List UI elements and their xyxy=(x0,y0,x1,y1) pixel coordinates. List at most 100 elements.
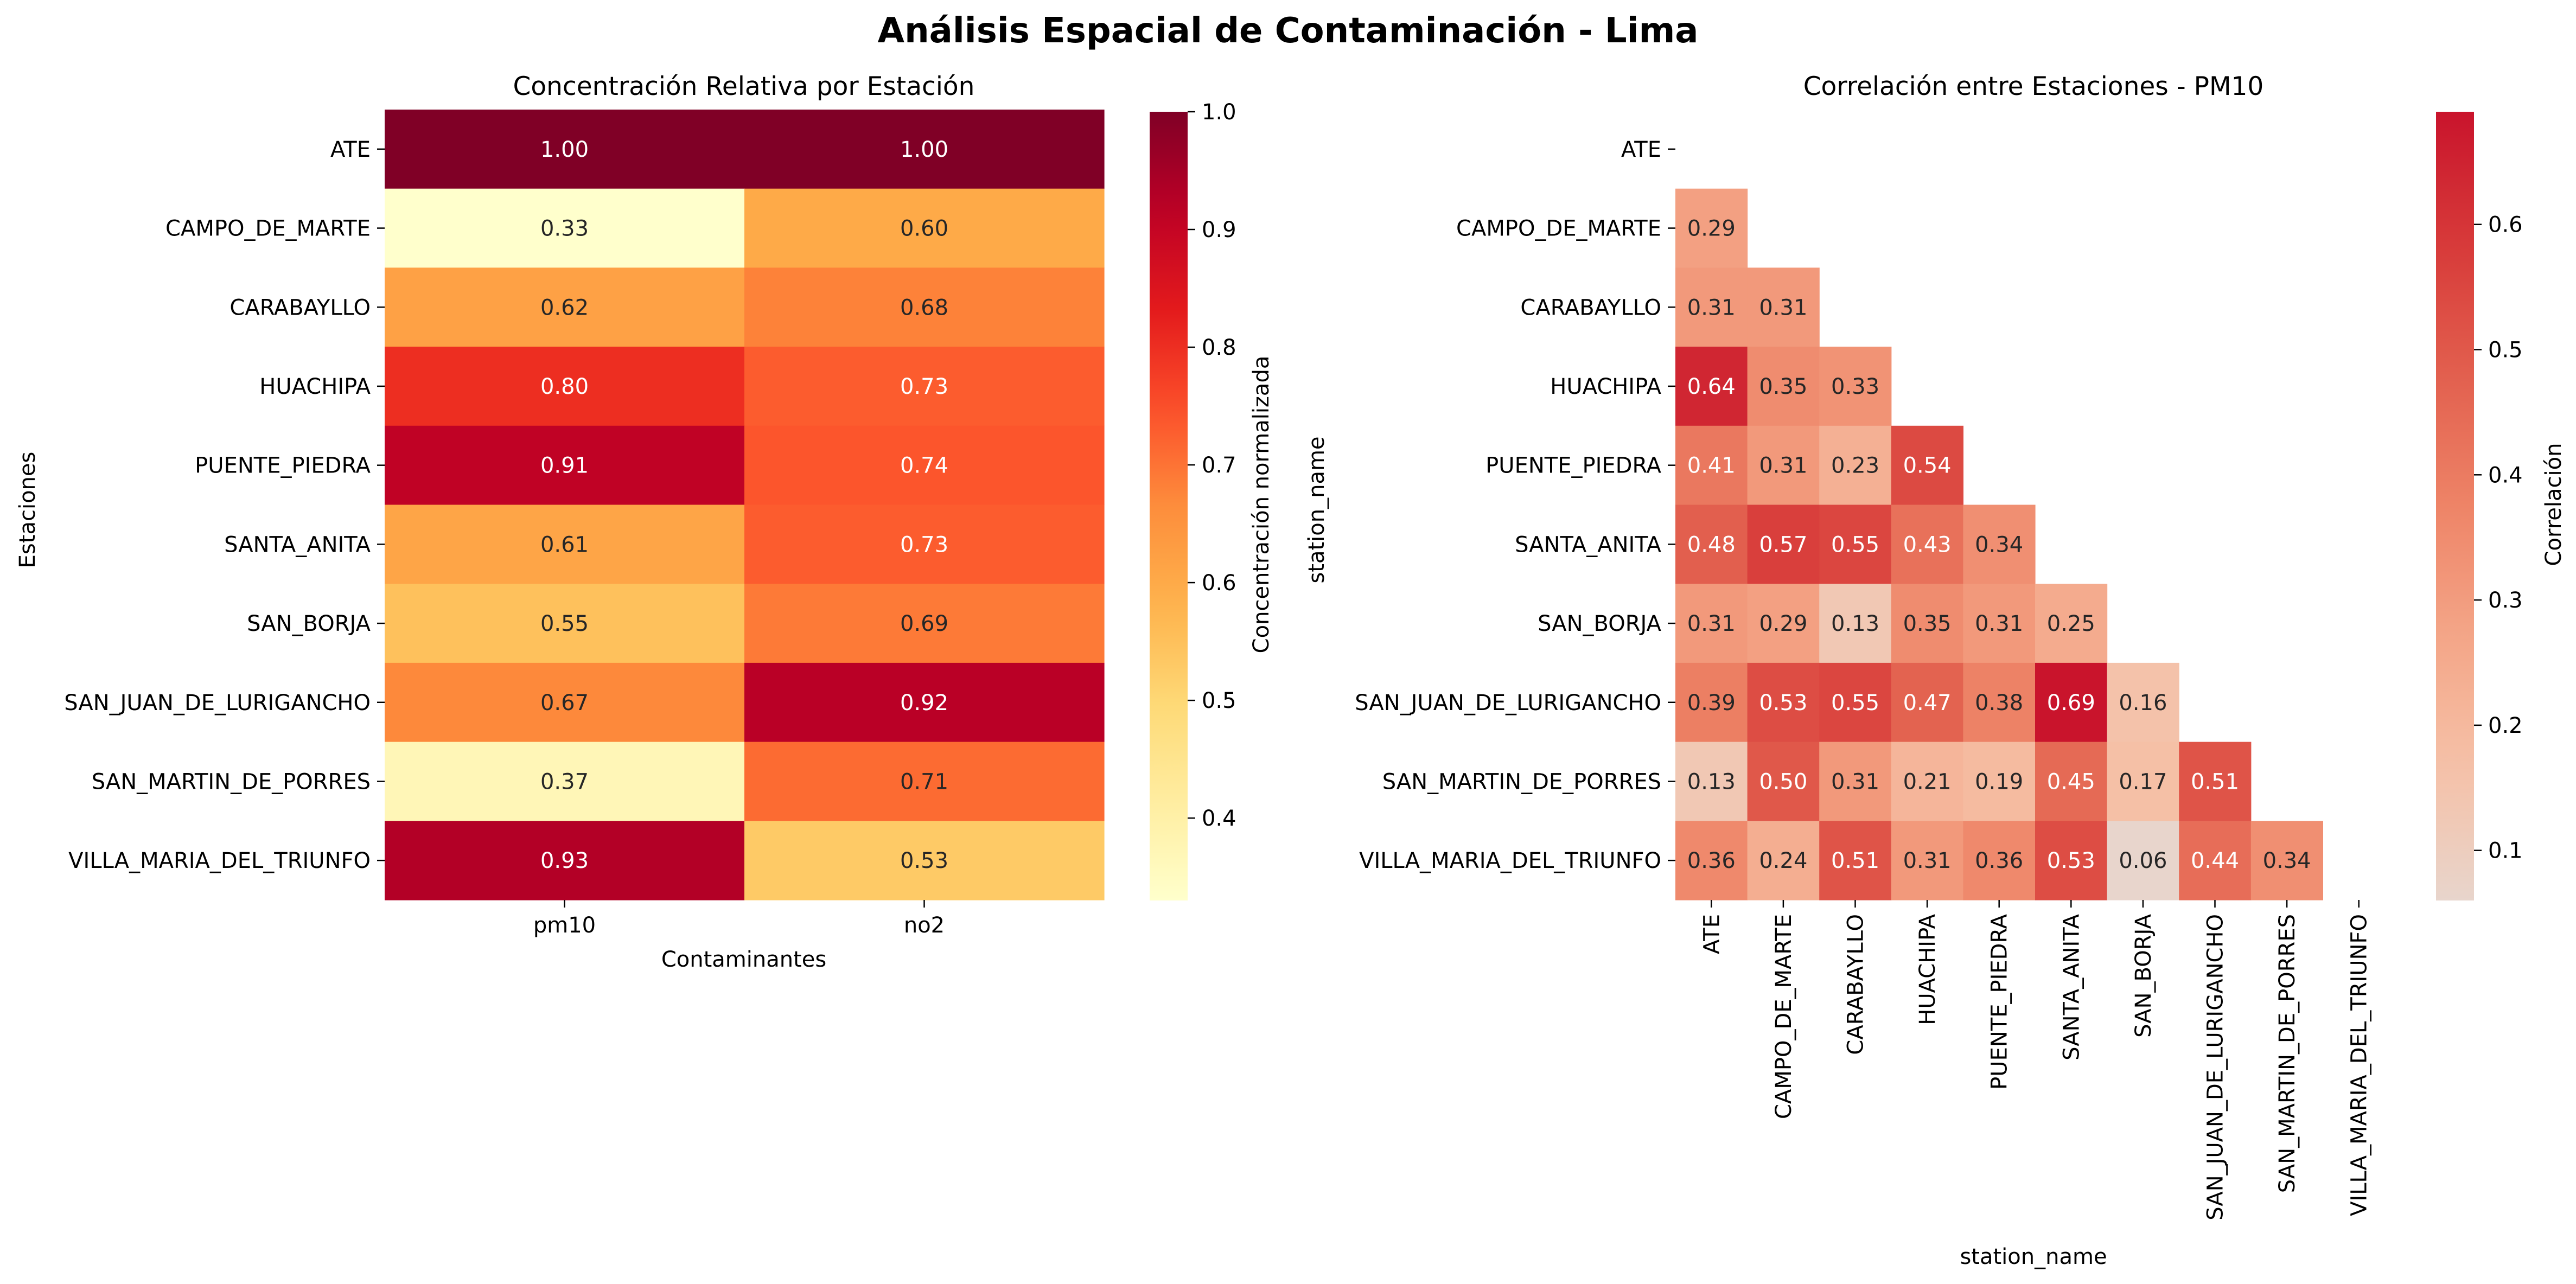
correlation-cell xyxy=(1747,267,1820,347)
correlation-cell xyxy=(1819,821,1892,900)
correlation-cell xyxy=(2035,742,2108,821)
x-tick-label: ATE xyxy=(1699,914,1724,954)
y-tick-label: SAN_JUAN_DE_LURIGANCHO xyxy=(64,691,371,716)
concentration-cell xyxy=(744,347,1105,426)
correlation-cell xyxy=(2035,662,2108,743)
y-tick-label: SAN_JUAN_DE_LURIGANCHO xyxy=(1355,691,1661,716)
y-tick-label: HUACHIPA xyxy=(259,374,371,399)
correlation-cell-label: 0.35 xyxy=(1759,374,1807,399)
y-tick-label: PUENTE_PIEDRA xyxy=(195,453,371,478)
correlation-cell xyxy=(1819,584,1892,663)
correlation-cell-label: 0.55 xyxy=(1831,532,1879,557)
correlation-cell-label: 0.47 xyxy=(1903,691,1952,716)
correlation-cell-label: 0.64 xyxy=(1687,374,1736,399)
concentration-cell xyxy=(744,425,1105,506)
concentration-cell-label: 1.00 xyxy=(540,137,589,162)
concentration-cell xyxy=(744,188,1105,268)
figure-title: Análisis Espacial de Contaminación - Lim… xyxy=(878,11,1699,51)
concentration-cell xyxy=(385,821,745,900)
correlation-cell xyxy=(1675,662,1748,743)
correlation-cell xyxy=(1675,425,1748,506)
correlation-cell-label: 0.24 xyxy=(1759,848,1807,873)
correlation-cell xyxy=(2250,821,2323,900)
correlation-cell-label: 0.39 xyxy=(1687,691,1736,716)
correlation-cell-label: 0.29 xyxy=(1687,216,1736,241)
correlation-x-ticks: ATE CAMPO_DE_MARTE CARABAYLLO HUACHIPA PUENT… xyxy=(1699,900,2372,1221)
concentration-heatmap-title: Concentración Relativa por Estación xyxy=(513,72,975,101)
correlation-heatmap-title: Correlación entre Estaciones - PM10 xyxy=(1803,72,2264,101)
correlation-cell xyxy=(2107,821,2179,900)
y-tick-label: ATE xyxy=(1621,137,1661,162)
y-tick-label: VILLA_MARIA_DEL_TRIUNFO xyxy=(1359,848,1661,873)
correlation-cell-label: 0.31 xyxy=(1903,848,1952,873)
correlation-cell xyxy=(1891,662,1963,743)
correlation-cell xyxy=(1747,425,1820,506)
concentration-cell-label: 0.67 xyxy=(540,691,589,716)
correlation-cell-label: 0.69 xyxy=(2047,691,2095,716)
concentration-cell xyxy=(744,110,1105,189)
correlation-colorbar: 0.1 0.2 0.3 0.4 0.5 0.6 xyxy=(2436,112,2523,900)
concentration-cell xyxy=(744,821,1105,900)
correlation-cell xyxy=(1747,821,1820,900)
correlation-cell xyxy=(1675,821,1748,900)
correlation-cell-label: 0.17 xyxy=(2119,769,2167,794)
correlation-cell-label: 0.38 xyxy=(1975,691,2023,716)
concentration-cell-label: 0.53 xyxy=(900,848,948,873)
correlation-cell-label: 0.48 xyxy=(1687,532,1736,557)
correlation-cell-label: 0.55 xyxy=(1831,691,1879,716)
correlation-cell-label: 0.45 xyxy=(2047,769,2095,794)
correlation-cell xyxy=(1747,584,1820,663)
y-tick-label: HUACHIPA xyxy=(1550,374,1661,399)
correlation-cell-label: 0.51 xyxy=(1831,848,1879,873)
concentration-cell-label: 1.00 xyxy=(900,137,948,162)
colorbar-tick-label: 0.6 xyxy=(1202,571,1236,596)
colorbar-tick-label: 0.6 xyxy=(2488,213,2523,238)
correlation-cell xyxy=(1747,662,1820,743)
colorbar-tick-label: 0.4 xyxy=(1202,806,1236,831)
x-tick-label: PUENTE_PIEDRA xyxy=(1987,914,2012,1089)
correlation-cell-label: 0.44 xyxy=(2191,848,2239,873)
correlation-cell-label: 0.34 xyxy=(1975,532,2023,557)
x-tick-label: SAN_MARTIN_DE_PORRES xyxy=(2275,914,2300,1193)
correlation-cell xyxy=(1963,584,2036,663)
correlation-cell-label: 0.16 xyxy=(2119,691,2167,716)
concentration-cell-label: 0.33 xyxy=(540,216,589,241)
colorbar-gradient xyxy=(2436,112,2474,900)
y-tick-label: CARABAYLLO xyxy=(1520,295,1661,320)
concentration-cell-label: 0.62 xyxy=(540,295,589,320)
x-tick-label: SAN_JUAN_DE_LURIGANCHO xyxy=(2203,914,2228,1221)
y-tick-label: SANTA_ANITA xyxy=(1515,532,1662,557)
correlation-cell xyxy=(2035,584,2108,663)
correlation-cell-label: 0.34 xyxy=(2263,848,2311,873)
y-tick-label: CARABAYLLO xyxy=(229,295,371,320)
correlation-cell-label: 0.31 xyxy=(1759,295,1807,320)
correlation-cell xyxy=(2107,742,2179,821)
concentration-cell-label: 0.61 xyxy=(540,532,589,557)
concentration-cell xyxy=(744,504,1105,584)
correlation-cell-label: 0.13 xyxy=(1831,611,1879,636)
concentration-colorbar: 0.4 0.5 0.6 0.7 0.8 0.9 1.0 xyxy=(1150,100,1236,900)
concentration-cell xyxy=(385,504,745,584)
correlation-cell-label: 0.31 xyxy=(1759,453,1807,478)
correlation-cell-label: 0.43 xyxy=(1903,532,1952,557)
concentration-cell xyxy=(385,110,745,189)
correlation-cell xyxy=(1819,425,1892,506)
correlation-cell-label: 0.53 xyxy=(2047,848,2095,873)
concentration-cell xyxy=(744,267,1105,347)
x-tick-label: SANTA_ANITA xyxy=(2059,914,2084,1061)
correlation-cell xyxy=(1819,742,1892,821)
concentration-cell xyxy=(385,347,745,426)
colorbar-tick-label: 0.4 xyxy=(2488,463,2523,488)
y-tick-label: SANTA_ANITA xyxy=(224,532,371,557)
correlation-cell-label: 0.35 xyxy=(1903,611,1952,636)
correlation-cell xyxy=(2179,821,2252,900)
concentration-y-axis-label: Estaciones xyxy=(15,452,40,568)
correlation-cell xyxy=(1675,584,1748,663)
y-tick-label: CAMPO_DE_MARTE xyxy=(165,216,371,241)
concentration-cell-label: 0.73 xyxy=(900,374,948,399)
y-tick-label: SAN_BORJA xyxy=(1538,611,1662,636)
correlation-cell-label: 0.19 xyxy=(1975,769,2023,794)
concentration-y-ticks: ATE CAMPO_DE_MARTE CARABAYLLO HUACHIPA PUENT… xyxy=(64,137,385,873)
colorbar-gradient xyxy=(1150,112,1188,900)
